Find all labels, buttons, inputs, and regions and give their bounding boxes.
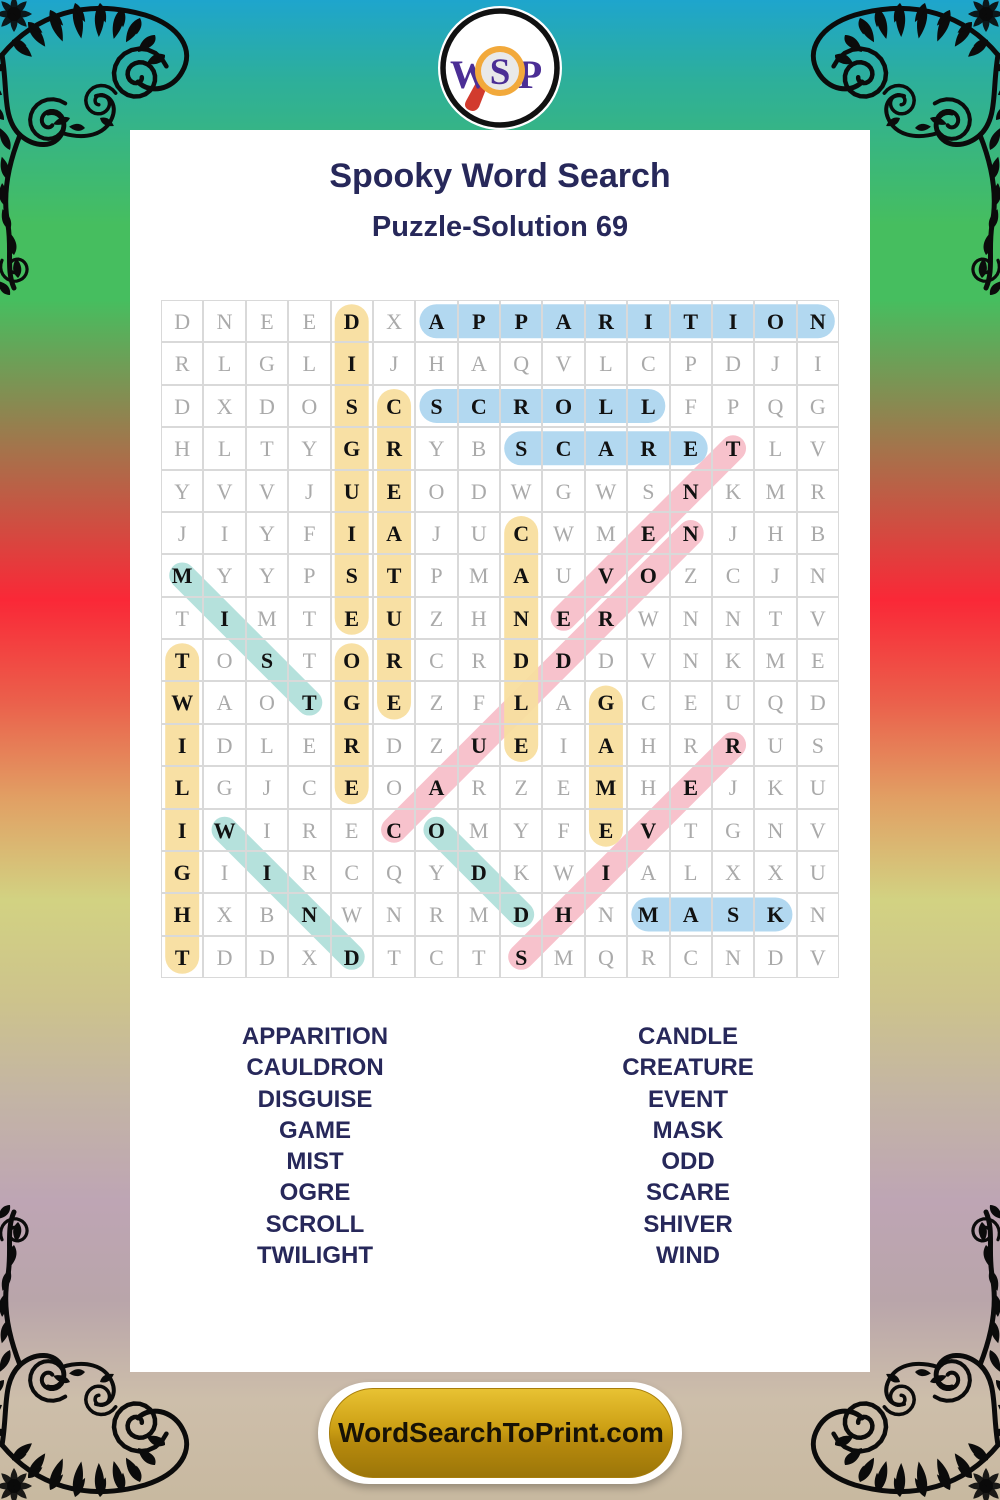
svg-text:S: S xyxy=(490,52,511,93)
